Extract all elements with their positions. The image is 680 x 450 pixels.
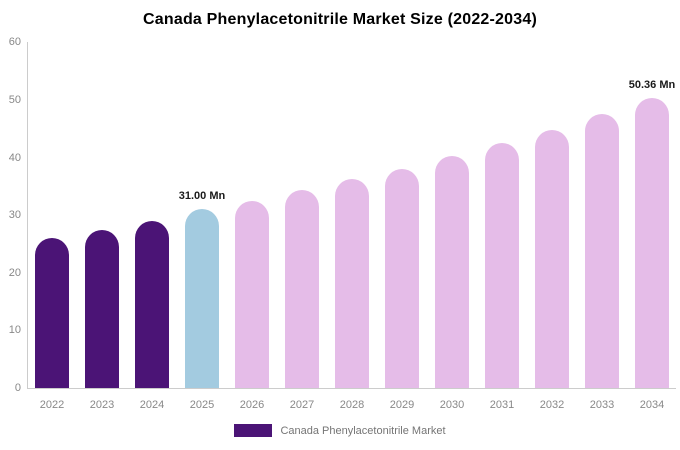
x-tick-label-2032: 2032 <box>539 399 565 411</box>
y-tick-label: 50 <box>8 94 21 106</box>
bar-2033[interactable] <box>585 114 619 388</box>
bar-2031[interactable] <box>485 143 519 388</box>
x-axis-line <box>27 388 676 389</box>
bar-2022[interactable] <box>35 238 69 388</box>
y-tick-label: 10 <box>8 324 21 337</box>
x-tick-label-2027: 2027 <box>289 399 315 411</box>
x-tick-label-2026: 2026 <box>239 399 265 411</box>
x-tick-label-2028: 2028 <box>339 399 365 411</box>
bar-2025[interactable] <box>185 209 219 388</box>
bar-2024[interactable] <box>135 220 169 388</box>
value-label-2025: 31.00 Mn <box>178 190 226 203</box>
legend-label: Canada Phenylacetonitrile Market <box>280 424 446 437</box>
chart-title: Canada Phenylacetonitrile Market Size (2… <box>143 11 537 28</box>
x-tick-label-2030: 2030 <box>439 399 465 411</box>
y-tick-label: 20 <box>8 266 21 279</box>
x-tick-label-2029: 2029 <box>389 399 415 411</box>
x-tick-label-2022: 2022 <box>39 399 65 411</box>
y-tick-label: 40 <box>8 151 21 164</box>
legend-swatch <box>234 424 273 437</box>
y-tick-label: 0 <box>14 382 21 394</box>
x-tick-label-2031: 2031 <box>489 399 515 411</box>
bar-2029[interactable] <box>385 168 419 388</box>
bar-2023[interactable] <box>85 229 119 388</box>
x-tick-label-2034: 2034 <box>639 399 665 411</box>
y-axis-line <box>27 42 28 388</box>
value-label-2034: 50.36 Mn <box>628 78 676 91</box>
x-tick-label-2024: 2024 <box>139 399 165 411</box>
x-tick-label-2033: 2033 <box>589 399 615 411</box>
x-tick-label-2023: 2023 <box>89 399 115 411</box>
y-tick-label: 30 <box>8 209 21 222</box>
bar-2034[interactable] <box>635 97 669 388</box>
bar-2030[interactable] <box>435 156 469 388</box>
bar-2027[interactable] <box>285 189 319 388</box>
legend-item[interactable]: Canada Phenylacetonitrile Market <box>0 424 680 437</box>
x-tick-label-2025: 2025 <box>189 399 215 411</box>
y-tick-label: 60 <box>8 36 21 49</box>
bar-2032[interactable] <box>535 129 569 388</box>
bar-2028[interactable] <box>335 178 369 388</box>
bar-2026[interactable] <box>235 201 269 388</box>
